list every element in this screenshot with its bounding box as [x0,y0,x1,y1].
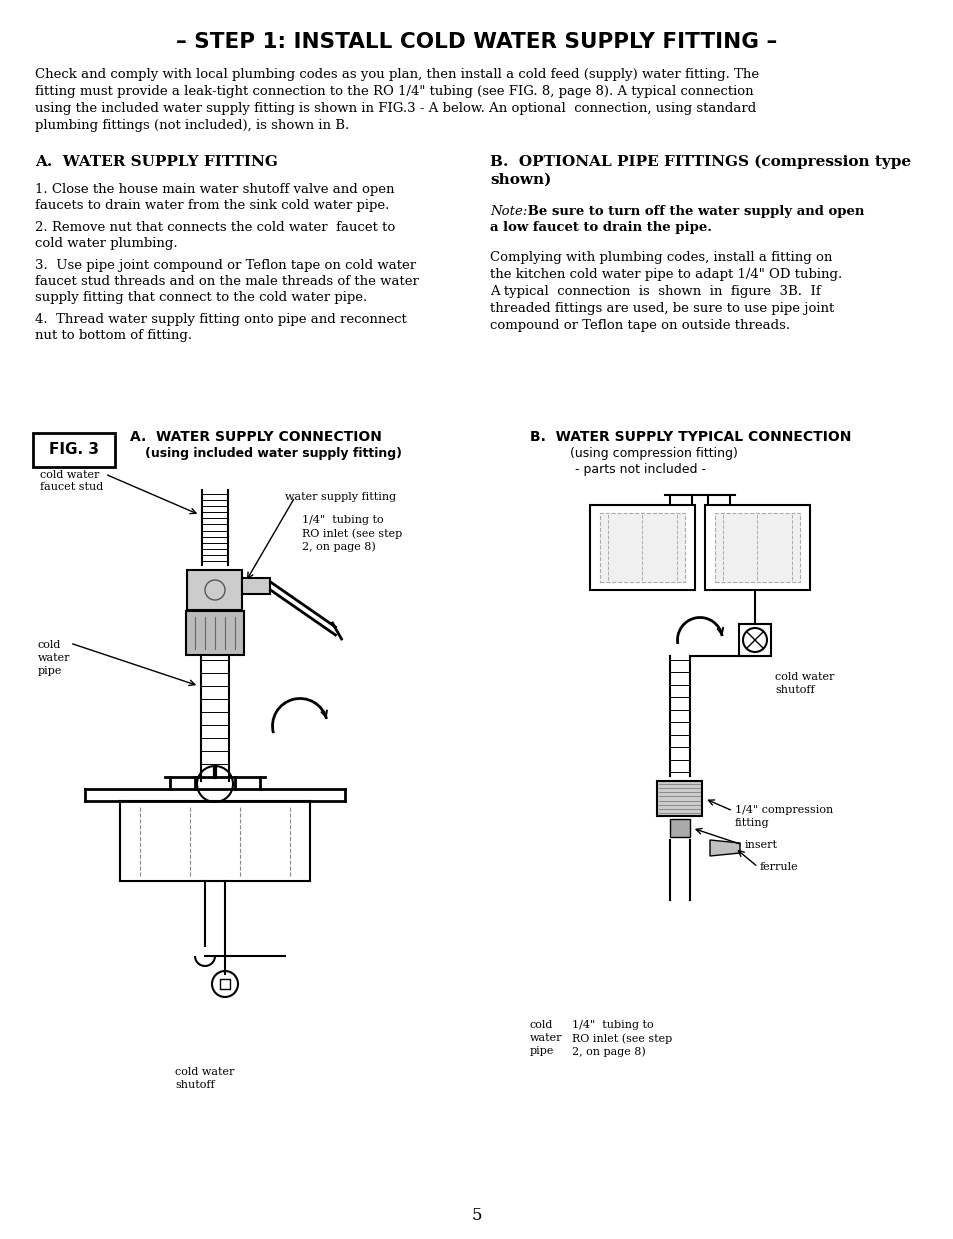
Text: fitting: fitting [734,818,769,828]
Text: 1/4"  tubing to: 1/4" tubing to [572,1020,653,1030]
Text: cold water: cold water [174,1067,234,1077]
FancyBboxPatch shape [186,611,244,655]
Text: 1/4"  tubing to: 1/4" tubing to [302,515,383,525]
Text: FIG. 3: FIG. 3 [49,442,99,457]
Text: 1. Close the house main water shutoff valve and open: 1. Close the house main water shutoff va… [35,183,395,196]
Text: cold water plumbing.: cold water plumbing. [35,237,177,250]
Text: RO inlet (see step: RO inlet (see step [302,528,402,539]
Bar [704,506,809,590]
Text: pipe: pipe [530,1046,554,1056]
Text: 3.  Use pipe joint compound or Teflon tape on cold water: 3. Use pipe joint compound or Teflon tap… [35,259,416,273]
Text: 4.  Thread water supply fitting onto pipe and reconnect: 4. Thread water supply fitting onto pipe… [35,313,406,326]
Bar [739,624,770,655]
Text: cold: cold [38,641,61,650]
Text: Check and comply with local plumbing codes as you plan, then install a cold feed: Check and comply with local plumbing cod… [35,68,759,81]
Text: compound or Teflon tape on outside threads.: compound or Teflon tape on outside threa… [490,318,789,332]
Text: A.  WATER SUPPLY CONNECTION: A. WATER SUPPLY CONNECTION [130,430,381,444]
Text: using the included water supply fitting is shown in FIG.3 - A below. An optional: using the included water supply fitting … [35,102,756,115]
Text: fitting must provide a leak-tight connection to the RO 1/4" tubing (see FIG. 8, : fitting must provide a leak-tight connec… [35,85,753,98]
Text: Be sure to turn off the water supply and open: Be sure to turn off the water supply and… [522,204,863,218]
Text: - parts not included -: - parts not included - [575,463,705,476]
Text: a low faucet to drain the pipe.: a low faucet to drain the pipe. [490,221,711,234]
Text: shown): shown) [490,173,551,187]
Polygon shape [709,840,740,856]
Text: A typical  connection  is  shown  in  figure  3B.  If: A typical connection is shown in figure … [490,285,820,299]
Text: B.  WATER SUPPLY TYPICAL CONNECTION: B. WATER SUPPLY TYPICAL CONNECTION [530,430,850,444]
Text: water: water [38,653,71,663]
Text: B.  OPTIONAL PIPE FITTINGS (compression type: B. OPTIONAL PIPE FITTINGS (compression t… [490,155,910,170]
Text: supply fitting that connect to the cold water pipe.: supply fitting that connect to the cold … [35,291,367,304]
Text: 1/4" compression: 1/4" compression [734,805,832,815]
Bar [220,979,230,989]
Bar [669,819,689,838]
Text: plumbing fittings (not included), is shown in B.: plumbing fittings (not included), is sho… [35,119,349,133]
Text: water: water [530,1033,562,1043]
Text: shutoff: shutoff [774,685,814,695]
Bar [714,513,800,582]
FancyBboxPatch shape [33,432,115,467]
Text: cold water: cold water [40,470,99,479]
Bar [242,579,271,593]
Text: pipe: pipe [38,667,62,676]
Text: faucet stud threads and on the male threads of the water: faucet stud threads and on the male thre… [35,275,418,287]
Text: ferrule: ferrule [760,862,798,872]
Text: (using compression fitting): (using compression fitting) [569,447,737,460]
Text: the kitchen cold water pipe to adapt 1/4" OD tubing.: the kitchen cold water pipe to adapt 1/4… [490,268,841,281]
Text: 2, on page 8): 2, on page 8) [302,541,375,551]
Text: 2. Remove nut that connects the cold water  faucet to: 2. Remove nut that connects the cold wat… [35,221,395,234]
Text: 2, on page 8): 2, on page 8) [572,1046,645,1057]
Text: RO inlet (see step: RO inlet (see step [572,1033,672,1043]
Text: Complying with plumbing codes, install a fitting on: Complying with plumbing codes, install a… [490,252,832,264]
Text: faucets to drain water from the sink cold water pipe.: faucets to drain water from the sink col… [35,199,389,212]
Text: cold: cold [530,1020,553,1030]
Text: nut to bottom of fitting.: nut to bottom of fitting. [35,330,192,342]
Bar [188,570,242,610]
Text: 5: 5 [471,1207,482,1223]
Text: water supply fitting: water supply fitting [285,492,395,502]
Bar [657,781,701,817]
Bar [589,506,695,590]
Text: faucet stud: faucet stud [40,482,103,492]
Bar [599,513,684,582]
Text: insert: insert [744,840,778,850]
Text: A.  WATER SUPPLY FITTING: A. WATER SUPPLY FITTING [35,155,277,169]
Text: (using included water supply fitting): (using included water supply fitting) [145,447,401,460]
Text: – STEP 1: INSTALL COLD WATER SUPPLY FITTING –: – STEP 1: INSTALL COLD WATER SUPPLY FITT… [176,32,777,52]
Text: threaded fittings are used, be sure to use pipe joint: threaded fittings are used, be sure to u… [490,302,833,315]
Text: Note:: Note: [490,204,527,218]
Text: cold water: cold water [774,672,834,681]
Text: shutoff: shutoff [174,1080,214,1090]
